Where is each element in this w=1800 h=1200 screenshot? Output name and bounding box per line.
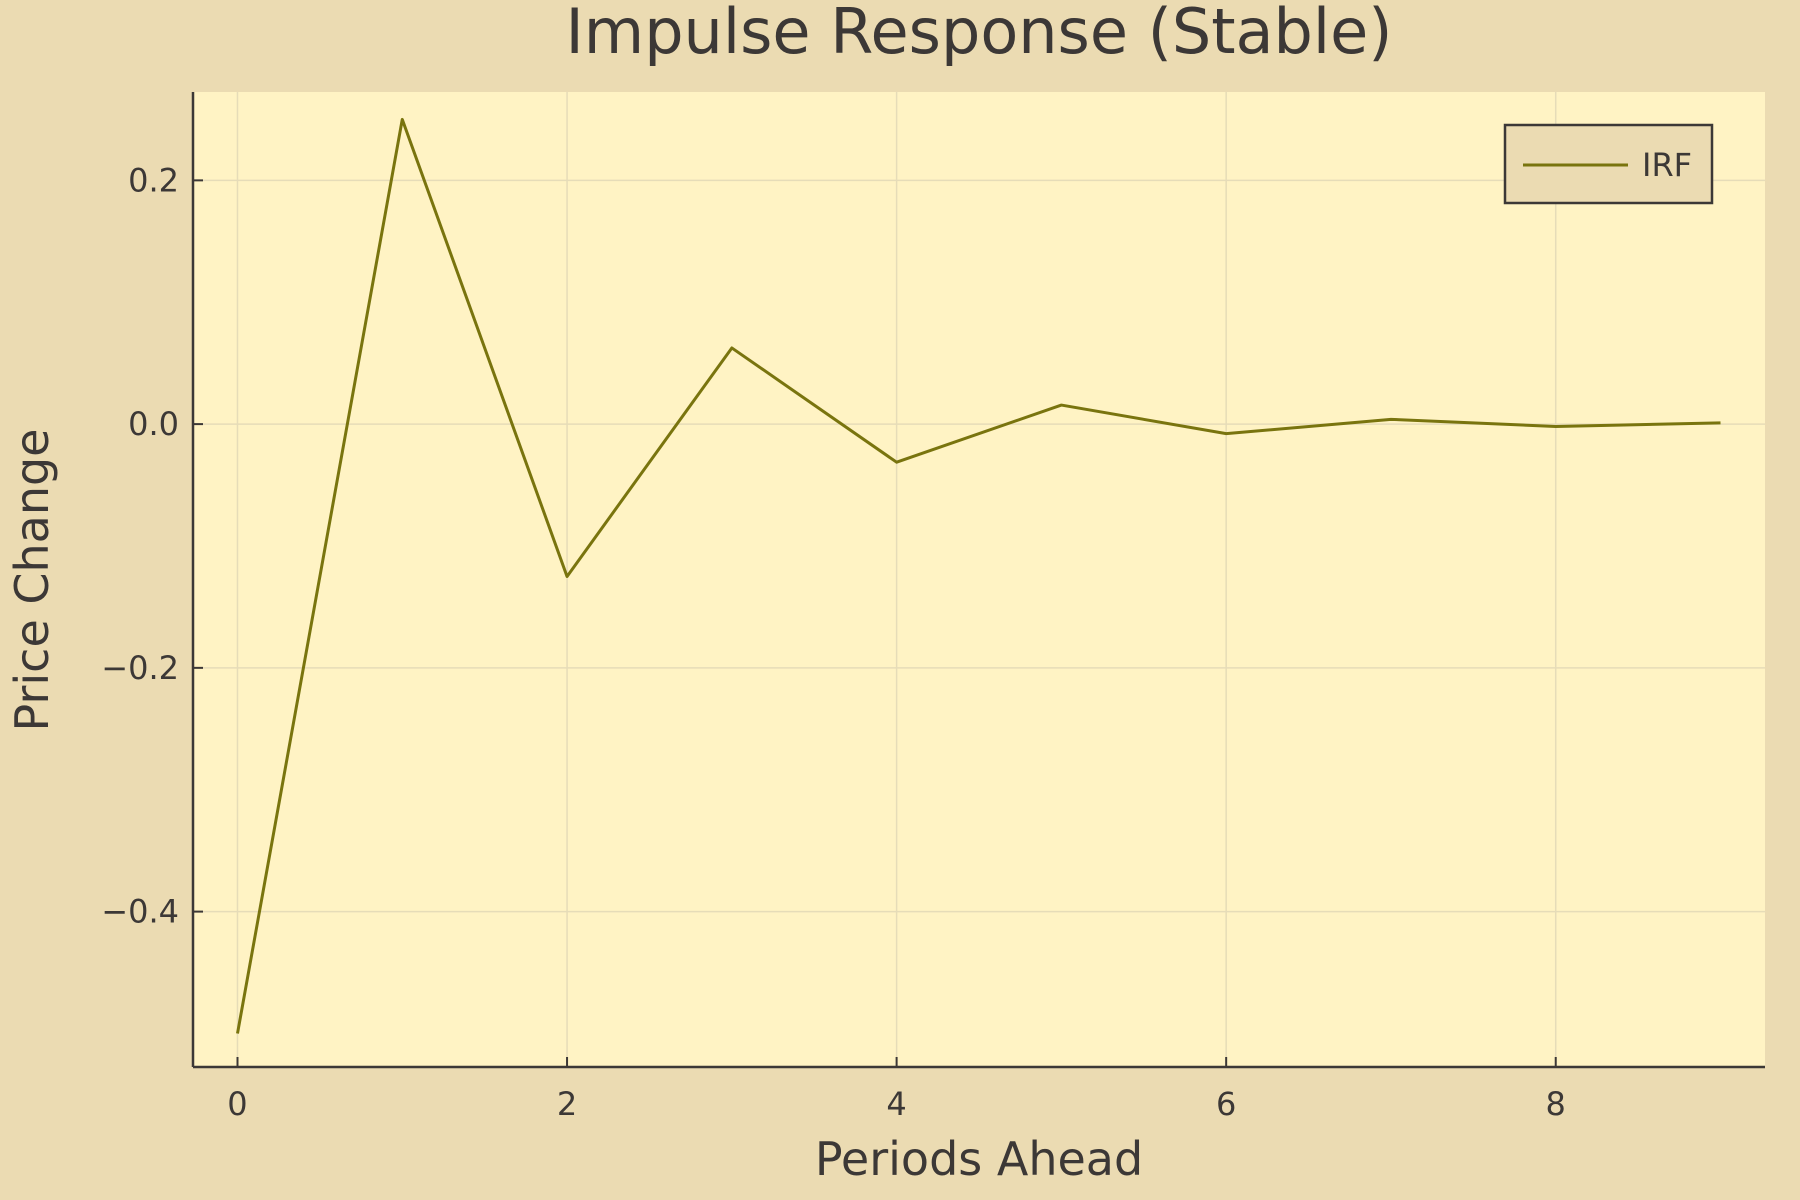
data-point — [1223, 431, 1229, 437]
x-axis-title: Periods Ahead — [815, 1132, 1143, 1186]
y-tick-label: −0.2 — [101, 649, 179, 687]
y-tick-label: 0.2 — [128, 161, 179, 199]
data-point — [729, 345, 735, 351]
x-tick-label: 0 — [227, 1085, 247, 1123]
x-tick-label: 6 — [1216, 1085, 1236, 1123]
data-point — [564, 573, 570, 579]
y-axis-title: Price Change — [5, 429, 59, 732]
x-tick-label: 4 — [886, 1085, 906, 1123]
chart-title: Impulse Response (Stable) — [566, 0, 1393, 68]
series-line-irf — [236, 117, 1721, 1034]
grid — [193, 92, 1765, 1067]
data-point — [1553, 423, 1559, 429]
y-ticks: −0.4 −0.2 0.0 0.2 — [101, 161, 203, 931]
x-ticks: 0 2 4 6 8 — [227, 1057, 1566, 1123]
data-point — [894, 459, 900, 465]
y-tick-label: −0.4 — [101, 893, 179, 931]
data-point — [1388, 416, 1394, 422]
data-point — [399, 116, 405, 122]
legend-label-irf: IRF — [1642, 146, 1692, 184]
data-point — [1718, 420, 1724, 426]
data-point — [234, 1030, 240, 1036]
series-layer — [234, 116, 1724, 1036]
plot-area — [193, 92, 1765, 1067]
x-tick-label: 8 — [1546, 1085, 1566, 1123]
legend: IRF — [1503, 123, 1714, 205]
axes — [191, 92, 1765, 1069]
data-point — [1058, 402, 1064, 408]
x-tick-label: 2 — [557, 1085, 577, 1123]
y-tick-label: 0.0 — [128, 405, 179, 443]
